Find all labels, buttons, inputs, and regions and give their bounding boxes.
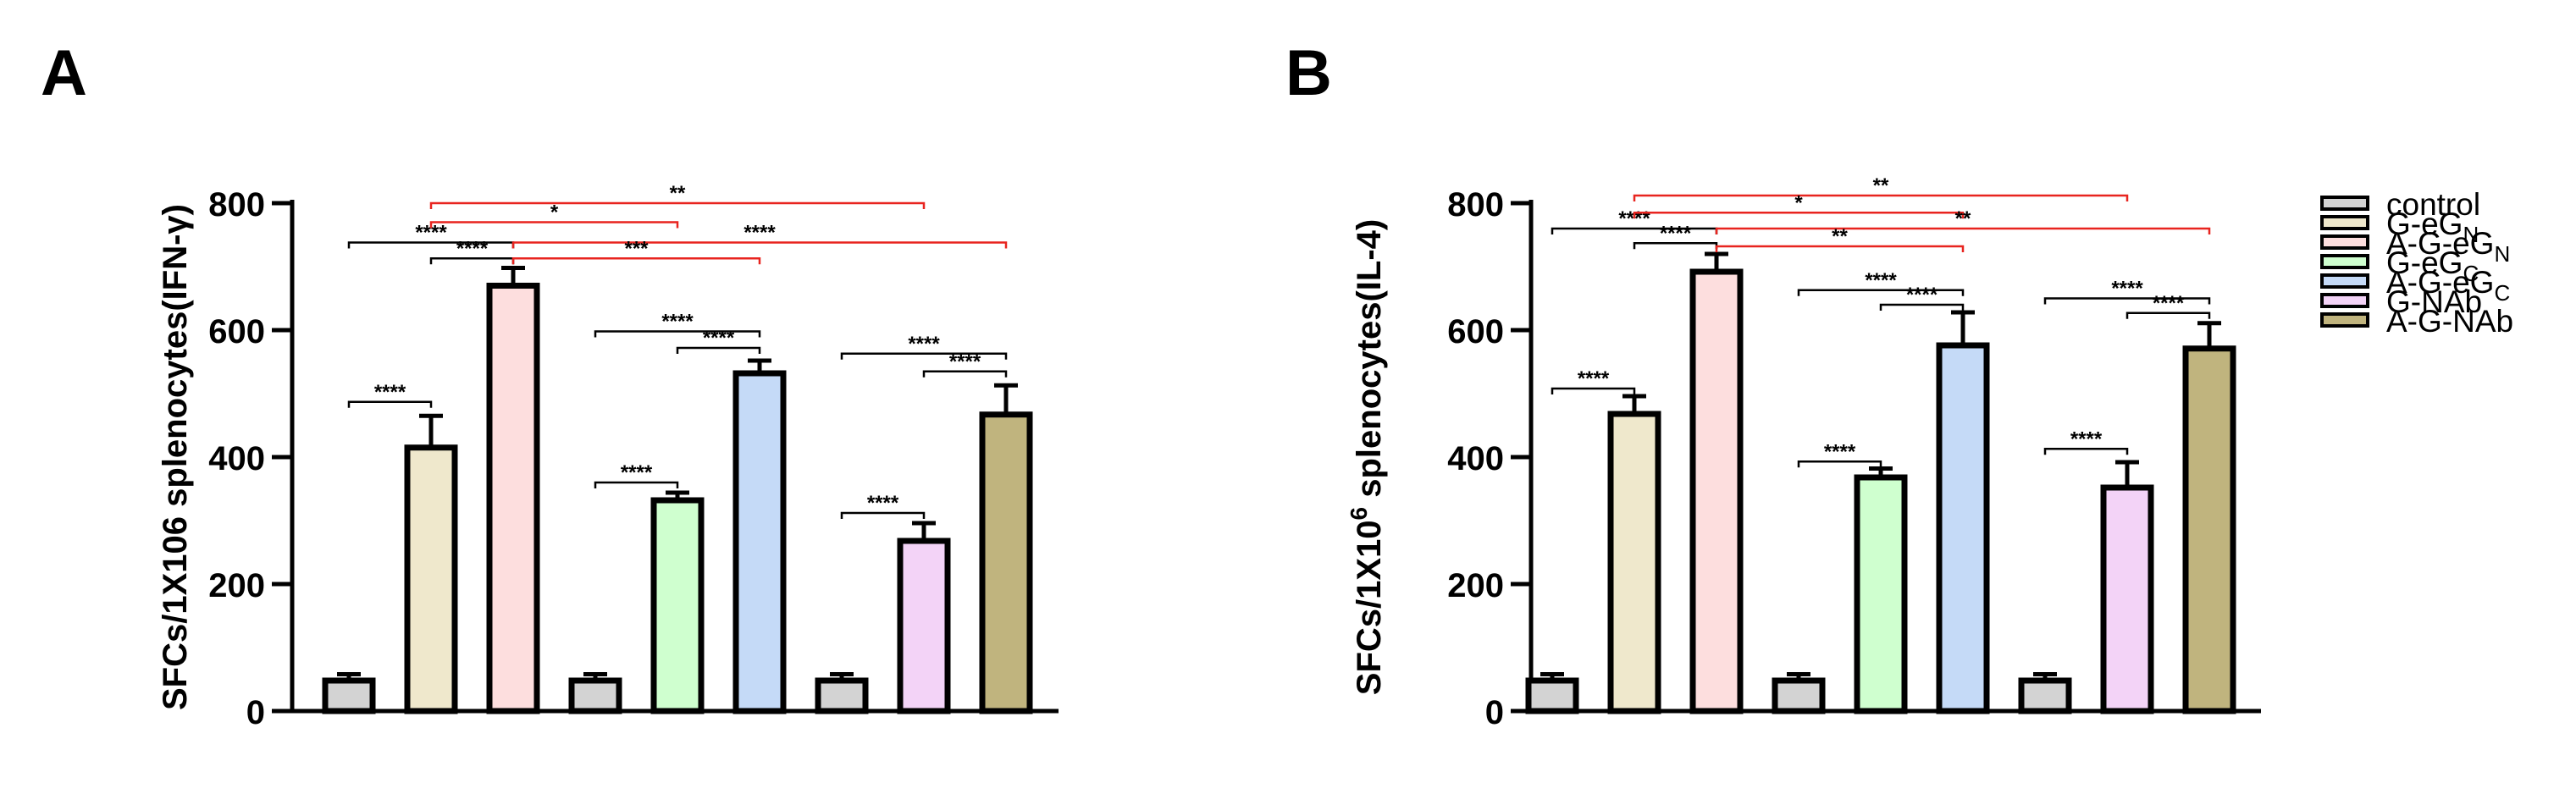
panel-a-significance-label: **** <box>456 237 489 260</box>
legend-swatch-2 <box>2320 215 2369 230</box>
panel-a-bar-7 <box>815 677 869 714</box>
panel-b-bar-9 <box>2182 345 2236 714</box>
panel-b-significance-bracket <box>1797 460 1882 468</box>
panel-a-significance-bracket <box>840 511 926 519</box>
panel-b-y-tick-label: 200 <box>1447 567 1504 604</box>
legend-swatch-5 <box>2320 273 2369 289</box>
panel-a-significance-bracket <box>594 330 761 338</box>
panel-b-significance-bracket <box>1633 212 1965 219</box>
panel-a-bar-9 <box>979 411 1033 714</box>
panel-a-significance-bracket <box>594 481 679 488</box>
panel-b-significance-bracket <box>1633 194 2129 201</box>
panel-b-significance-bracket <box>2125 312 2211 319</box>
legend-swatch-1 <box>2320 196 2369 211</box>
panel-a-significance-label: **** <box>908 333 940 356</box>
legend-label-3: A-G-eGN <box>2386 226 2510 267</box>
panel-a-significance-label: **** <box>374 381 406 404</box>
panel-a-significance-bracket <box>840 352 1008 360</box>
panel-b-y-tick-label: 0 <box>1485 694 1504 731</box>
panel-a-significance-label: **** <box>703 327 735 350</box>
panel-a-significance-label: **** <box>621 461 653 484</box>
legend-label-6: G-NAb <box>2386 284 2482 319</box>
panel-b-significance-label: * <box>1794 191 1803 214</box>
panel-a-bar-6 <box>732 370 787 714</box>
panel-b-significance-label: ** <box>1955 207 1971 230</box>
legend-label-1: control <box>2386 187 2480 222</box>
panel-b-significance-bracket <box>1715 245 1965 252</box>
panel-b-y-axis-label: SFCs/1X106 splenocytes(IL-4) <box>1346 219 1388 695</box>
panel-b-bar-1 <box>1525 677 1579 714</box>
panel-b-chart: B 0 200 400 600 800 SFCs/1X106 splenocytes(IL-… <box>1285 37 2261 731</box>
panel-a-significance-bracket <box>511 241 1008 249</box>
legend-label-7: A-G-NAb <box>2386 304 2513 339</box>
panel-a-significance-label: ** <box>670 182 686 205</box>
panel-a-significance-bracket <box>429 221 679 229</box>
panel-a-y-tick-label: 400 <box>208 440 265 477</box>
panel-b-significance-label: **** <box>1865 269 1897 292</box>
panel-a-bar-3 <box>486 283 540 714</box>
panel-a-significance-label: **** <box>867 492 899 515</box>
panel-a-significance-label: **** <box>661 311 694 334</box>
panel-a-y-tick-label: 600 <box>208 313 265 350</box>
panel-a-bar-2 <box>404 444 458 714</box>
panel-b-significance-bracket <box>1551 387 1636 394</box>
panel-b-bar-7 <box>2018 677 2072 714</box>
panel-a-significance-bracket <box>922 370 1008 378</box>
panel-a-significance-bracket <box>429 201 926 209</box>
panel-b-significance-bracket <box>1797 289 1965 296</box>
panel-b-significance-label: **** <box>2111 278 2143 300</box>
panel-b-significance-label: **** <box>1578 367 1610 390</box>
legend-label-2: G-eGN <box>2386 207 2479 247</box>
panel-a-significance-label: *** <box>624 237 649 260</box>
legend-swatch-3 <box>2320 234 2369 250</box>
panel-b-y-tick-label: 400 <box>1447 440 1504 477</box>
panel-a-label: A <box>41 37 87 109</box>
panel-b-label: B <box>1285 37 1332 109</box>
panel-a-significance-bracket <box>511 257 761 265</box>
legend-label-4: G-eGC <box>2386 245 2479 286</box>
panel-b-significance-label: ** <box>1873 174 1889 197</box>
panel-b-significance-label: **** <box>1906 284 1938 306</box>
panel-b-significance-label: **** <box>2070 427 2103 450</box>
panel-a-y-axis-label: SFCs/1X106 splenocytes(IFN-γ) <box>157 204 194 710</box>
panel-b-significance-label: **** <box>2153 292 2185 315</box>
panel-a-significance-label: **** <box>949 350 981 373</box>
legend: controlG-eGNA-G-eGNG-eGCA-G-eGCG-NAbA-G-… <box>2320 187 2513 339</box>
panel-b-bar-2 <box>1607 411 1661 714</box>
panel-a-significance-label: * <box>550 201 559 224</box>
panel-b-significance-bracket <box>1715 227 2211 234</box>
panel-b-y-tick-label: 600 <box>1447 313 1504 350</box>
panel-b-significance-bracket <box>2043 448 2129 455</box>
panel-b-significance-label: **** <box>1824 440 1856 463</box>
panel-b-significance-label: ** <box>1832 225 1848 248</box>
panel-a-y-tick-label: 800 <box>208 186 265 223</box>
panel-a-bar-4 <box>568 677 622 714</box>
panel-a-bar-5 <box>650 497 705 714</box>
panel-b-bar-5 <box>1854 474 1908 714</box>
panel-a-significance-label: **** <box>744 222 776 245</box>
legend-swatch-6 <box>2320 293 2369 308</box>
panel-b-bar-4 <box>1772 677 1826 714</box>
panel-a-significance-bracket <box>347 400 433 408</box>
panel-b-significance-label: **** <box>1660 222 1692 245</box>
panel-b-bar-3 <box>1689 268 1744 714</box>
panel-a-chart: A 0 200 400 600 800 SFCs/1X106 splenocytes(IFN… <box>41 37 1059 731</box>
panel-b-significance-bracket <box>1879 303 1965 311</box>
panel-a-significance-bracket <box>676 346 761 354</box>
panel-a-y-tick-label: 200 <box>208 567 265 604</box>
panel-b-significance-bracket <box>2043 297 2211 305</box>
panel-b-significance-label: **** <box>1618 207 1650 230</box>
panel-a-y-tick-label: 0 <box>246 694 265 731</box>
panel-b-bar-8 <box>2100 484 2154 714</box>
panel-b-y-tick-label: 800 <box>1447 186 1504 223</box>
legend-label-5: A-G-eGC <box>2386 265 2510 306</box>
legend-swatch-4 <box>2320 254 2369 269</box>
panel-a-bar-1 <box>322 677 376 714</box>
legend-swatch-7 <box>2320 312 2369 328</box>
panel-b-bar-6 <box>1936 342 1990 714</box>
panel-a-bar-8 <box>897 538 951 714</box>
